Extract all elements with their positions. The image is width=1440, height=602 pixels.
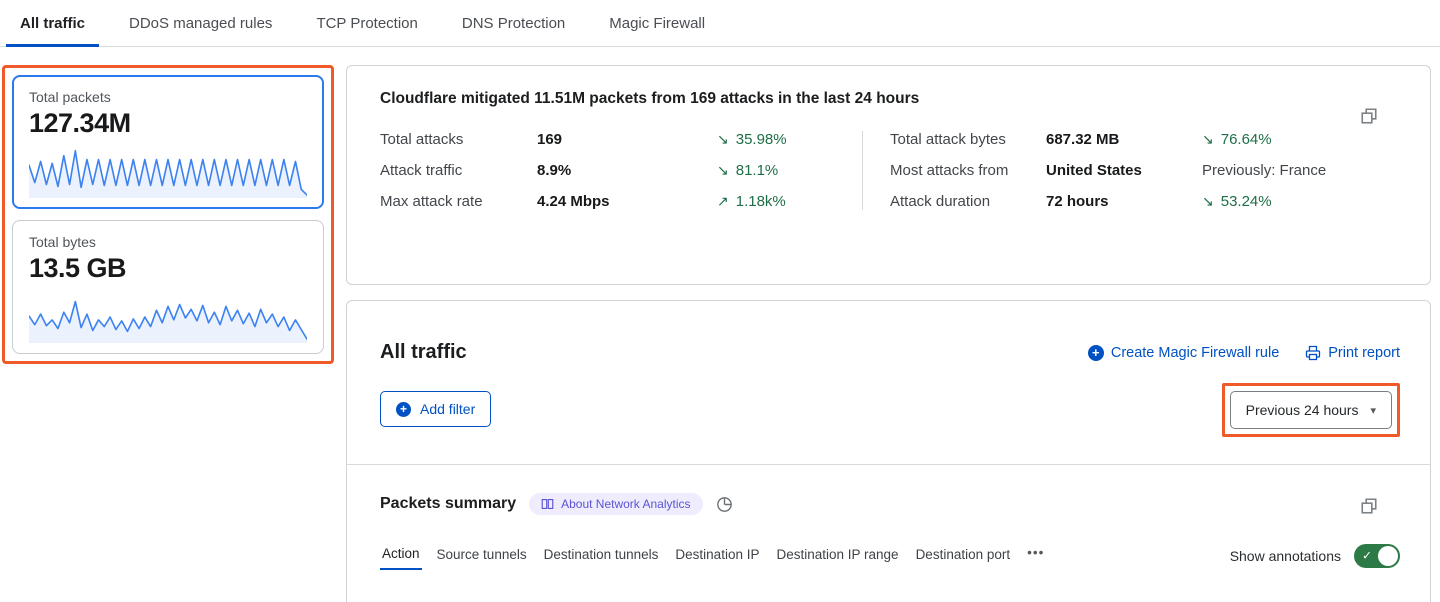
stat-delta: ↘ 35.98% xyxy=(717,131,787,148)
subtab-destination-tunnels[interactable]: Destination tunnels xyxy=(543,546,659,562)
time-range-dropdown[interactable]: Previous 24 hours ▾ xyxy=(1229,391,1392,429)
stat-label: Attack traffic xyxy=(380,162,463,179)
stat-label: Most attacks from xyxy=(890,162,1009,179)
stat-most-attacks-from: Most attacks from United States Previous… xyxy=(890,162,1397,179)
annotation-highlight-metric-cards: Total packets 127.34M Total bytes 13.5 G… xyxy=(2,65,334,364)
annotation-highlight-time-range: Previous 24 hours ▾ xyxy=(1221,383,1400,437)
stat-delta: ↘ 81.1% xyxy=(717,162,779,179)
stat-max-attack-rate: Max attack rate 4.24 Mbps ↗ 1.18k% xyxy=(380,193,862,210)
plus-circle-icon: + xyxy=(1087,344,1104,361)
printer-icon xyxy=(1306,345,1321,360)
trend-down-icon: ↘ xyxy=(717,162,729,178)
add-filter-button[interactable]: + Add filter xyxy=(380,391,492,427)
book-icon xyxy=(541,498,554,510)
stat-delta: ↗ 1.18k% xyxy=(717,193,786,210)
copy-icon[interactable] xyxy=(1360,495,1382,517)
summary-title: Cloudflare mitigated 11.51M packets from… xyxy=(380,90,920,107)
total-bytes-sparkline xyxy=(29,300,307,343)
subtab-destination-ip-range[interactable]: Destination IP range xyxy=(776,546,899,562)
stat-delta: Previously: France xyxy=(1202,162,1327,179)
trend-down-icon: ↘ xyxy=(1202,193,1214,209)
stat-total-attack-bytes: Total attack bytes 687.32 MB ↘ 76.64% xyxy=(890,131,1397,148)
stat-value: 8.9% xyxy=(537,162,572,179)
chevron-down-icon: ▾ xyxy=(1370,404,1376,417)
ellipsis-icon[interactable]: ••• xyxy=(1027,545,1045,560)
summary-stats: Total attacks 169 ↘ 35.98% Attack traffic… xyxy=(380,131,1397,210)
trend-up-icon: ↗ xyxy=(717,193,729,209)
check-icon: ✓ xyxy=(1362,547,1373,562)
metric-sidebar: Total packets 127.34M Total bytes 13.5 G… xyxy=(2,65,334,364)
stat-label: Total attacks xyxy=(380,131,464,148)
pie-chart-icon[interactable] xyxy=(716,495,734,513)
about-network-analytics-badge[interactable]: About Network Analytics xyxy=(529,493,703,515)
attack-summary-card: Cloudflare mitigated 11.51M packets from… xyxy=(346,65,1431,285)
stat-value: 687.32 MB xyxy=(1046,131,1120,148)
subtab-action[interactable]: Action xyxy=(380,542,422,570)
stat-value: United States xyxy=(1046,162,1142,179)
stat-delta: ↘ 53.24% xyxy=(1202,193,1272,210)
metric-card-total-bytes[interactable]: Total bytes 13.5 GB xyxy=(12,220,324,354)
tab-tcp-protection[interactable]: TCP Protection xyxy=(316,14,418,32)
all-traffic-card: All traffic + Create Magic Firewall rule… xyxy=(346,300,1431,602)
stat-label: Total attack bytes xyxy=(890,131,1006,148)
section-divider xyxy=(347,464,1430,465)
metric-title: Total bytes xyxy=(29,234,96,250)
subtab-destination-port[interactable]: Destination port xyxy=(915,546,1011,562)
subtab-destination-ip[interactable]: Destination IP xyxy=(675,546,760,562)
show-annotations-toggle[interactable]: ✓ xyxy=(1354,543,1400,568)
packets-summary-subtabs: Action Source tunnels Destination tunnel… xyxy=(380,541,1046,570)
stat-label: Attack duration xyxy=(890,193,991,210)
stat-value: 169 xyxy=(537,131,563,148)
create-magic-firewall-rule-link[interactable]: + Create Magic Firewall rule xyxy=(1087,344,1279,361)
subtab-source-tunnels[interactable]: Source tunnels xyxy=(436,546,527,562)
stat-value: 4.24 Mbps xyxy=(537,193,610,210)
trend-down-icon: ↘ xyxy=(1202,131,1214,147)
packets-summary-title: Packets summary xyxy=(380,495,517,512)
plus-circle-icon: + xyxy=(396,401,411,417)
tab-all-traffic[interactable]: All traffic xyxy=(6,0,100,47)
all-traffic-title: All traffic xyxy=(380,341,467,363)
main-column: Cloudflare mitigated 11.51M packets from… xyxy=(346,65,1431,602)
print-report-link[interactable]: Print report xyxy=(1305,345,1400,361)
stat-attack-traffic: Attack traffic 8.9% ↘ 81.1% xyxy=(380,162,862,179)
stat-value: 72 hours xyxy=(1046,193,1109,210)
stat-attack-duration: Attack duration 72 hours ↘ 53.24% xyxy=(890,193,1397,210)
stats-divider xyxy=(862,131,863,210)
metric-value: 13.5 GB xyxy=(29,253,127,283)
stat-delta: ↘ 76.64% xyxy=(1202,131,1272,148)
metric-title: Total packets xyxy=(29,89,111,105)
show-annotations-label: Show annotations xyxy=(1229,547,1341,564)
copy-icon[interactable] xyxy=(1360,105,1382,127)
tab-magic-firewall[interactable]: Magic Firewall xyxy=(609,14,706,32)
stat-total-attacks: Total attacks 169 ↘ 35.98% xyxy=(380,131,862,148)
stat-label: Max attack rate xyxy=(380,193,483,210)
metric-value: 127.34M xyxy=(29,108,131,138)
top-tab-bar: All traffic DDoS managed rules TCP Prote… xyxy=(0,0,1440,47)
tab-dns-protection[interactable]: DNS Protection xyxy=(461,14,566,32)
total-packets-sparkline xyxy=(29,150,307,198)
toggle-knob xyxy=(1378,545,1398,566)
tab-ddos-managed-rules[interactable]: DDoS managed rules xyxy=(129,14,273,32)
trend-down-icon: ↘ xyxy=(717,131,729,147)
metric-card-total-packets[interactable]: Total packets 127.34M xyxy=(12,75,324,209)
